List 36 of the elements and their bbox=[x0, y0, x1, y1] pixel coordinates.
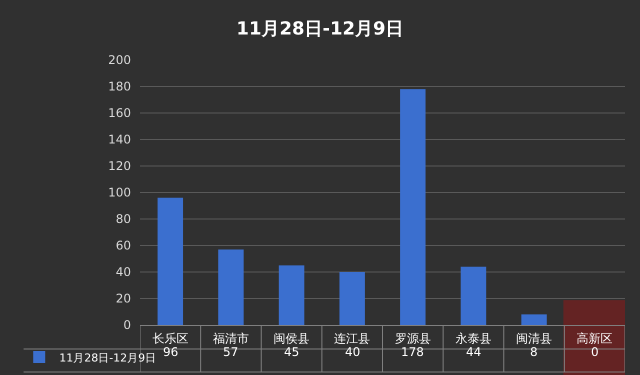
bar bbox=[218, 249, 244, 325]
data-label: 96 bbox=[163, 345, 178, 359]
data-label: 44 bbox=[466, 345, 482, 359]
x-tick-label: 福清市 bbox=[212, 331, 249, 346]
y-tick-label: 180 bbox=[108, 80, 131, 94]
legend-label: 11月28日-12月9日 bbox=[59, 351, 156, 364]
bar bbox=[460, 266, 486, 325]
data-label: 8 bbox=[530, 345, 538, 359]
chart-title: 11月28日-12月9日 bbox=[236, 18, 404, 40]
y-tick-label: 160 bbox=[108, 106, 131, 120]
y-tick-label: 200 bbox=[108, 53, 131, 68]
y-tick-label: 80 bbox=[116, 212, 131, 226]
bar bbox=[400, 89, 426, 325]
x-tick-label: 永泰县 bbox=[455, 331, 492, 346]
x-tick-label: 连江县 bbox=[334, 331, 370, 346]
y-tick-label: 20 bbox=[116, 292, 131, 306]
data-label: 40 bbox=[345, 345, 360, 359]
bar bbox=[521, 314, 547, 325]
x-tick-label: 罗源县 bbox=[394, 331, 431, 346]
data-label: 57 bbox=[223, 345, 238, 359]
y-tick-label: 140 bbox=[108, 132, 131, 147]
y-tick-label: 60 bbox=[116, 238, 131, 253]
y-tick-label: 0 bbox=[123, 318, 131, 332]
y-tick-label: 100 bbox=[108, 186, 131, 200]
data-label: 45 bbox=[284, 345, 300, 359]
data-label: 0 bbox=[591, 345, 599, 359]
x-tick-label: 闽清县 bbox=[516, 331, 552, 346]
bar bbox=[158, 198, 184, 325]
bar bbox=[278, 265, 304, 325]
data-label: 178 bbox=[401, 345, 424, 359]
x-tick-label: 闽侯县 bbox=[274, 331, 310, 346]
y-tick-label: 120 bbox=[108, 159, 131, 174]
y-tick-label: 40 bbox=[116, 265, 131, 280]
x-tick-label: 高新区 bbox=[576, 331, 613, 346]
bar bbox=[339, 272, 365, 325]
x-tick-label: 长乐区 bbox=[152, 331, 188, 346]
